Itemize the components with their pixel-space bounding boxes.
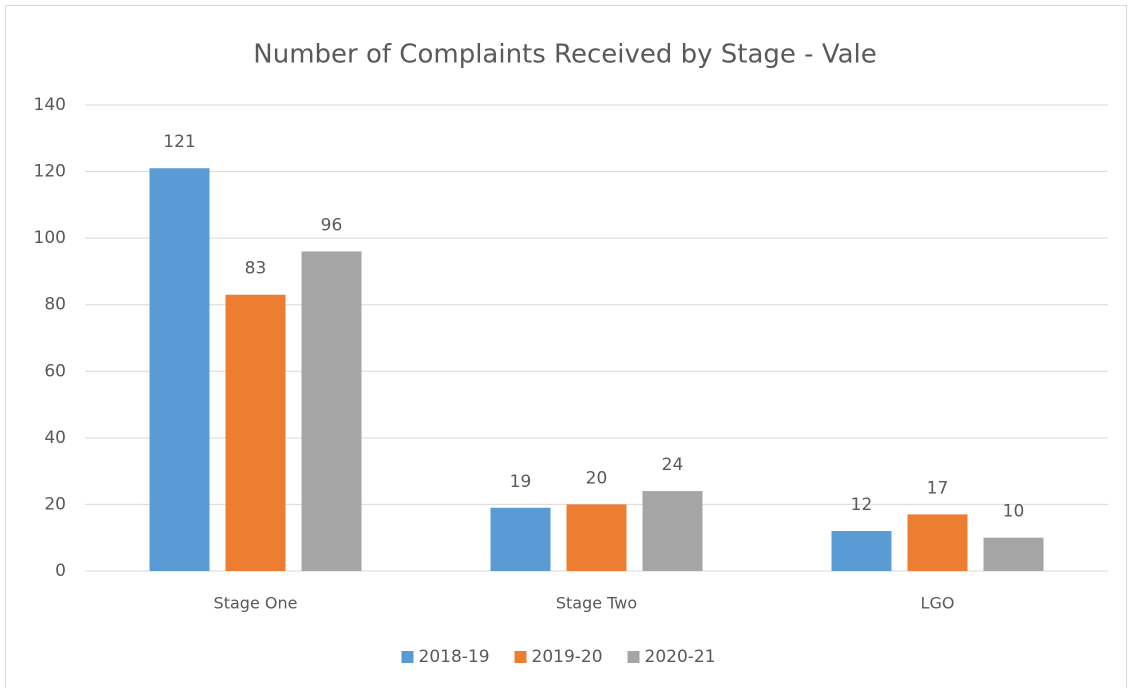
data-label: 17 [927,478,949,498]
y-tick-label: 20 [44,494,66,514]
data-label: 24 [662,455,684,475]
bar [301,251,362,571]
y-tick-label: 60 [44,361,66,381]
legend-swatch [627,651,640,663]
bar [983,537,1044,571]
bar [149,168,210,571]
y-tick-label: 100 [34,228,66,248]
x-tick-label: Stage One [214,594,298,613]
legend-label: 2019-20 [532,647,603,667]
bar [566,504,627,571]
data-label: 20 [586,468,608,488]
y-tick-label: 120 [34,162,66,182]
chart-title: Number of Complaints Received by Stage -… [253,40,876,70]
data-label: 12 [851,495,873,515]
y-tick-label: 140 [34,95,66,115]
legend-swatch [514,651,527,663]
data-label: 19 [510,472,532,492]
legend-label: 2020-21 [645,647,716,667]
data-label: 96 [321,215,343,235]
y-tick-label: 0 [55,561,66,581]
data-label: 10 [1003,502,1025,522]
data-label: 83 [245,259,267,279]
y-tick-label: 40 [44,428,66,448]
legend-swatch [401,651,414,663]
x-tick-label: Stage Two [556,594,637,613]
bar [831,531,892,571]
bar [642,491,703,571]
bar [907,514,968,571]
x-tick-label: LGO [921,594,955,613]
bar [490,507,551,571]
bar [225,294,286,571]
legend-label: 2018-19 [419,647,490,667]
data-label: 121 [163,132,195,152]
y-tick-label: 80 [44,295,66,315]
